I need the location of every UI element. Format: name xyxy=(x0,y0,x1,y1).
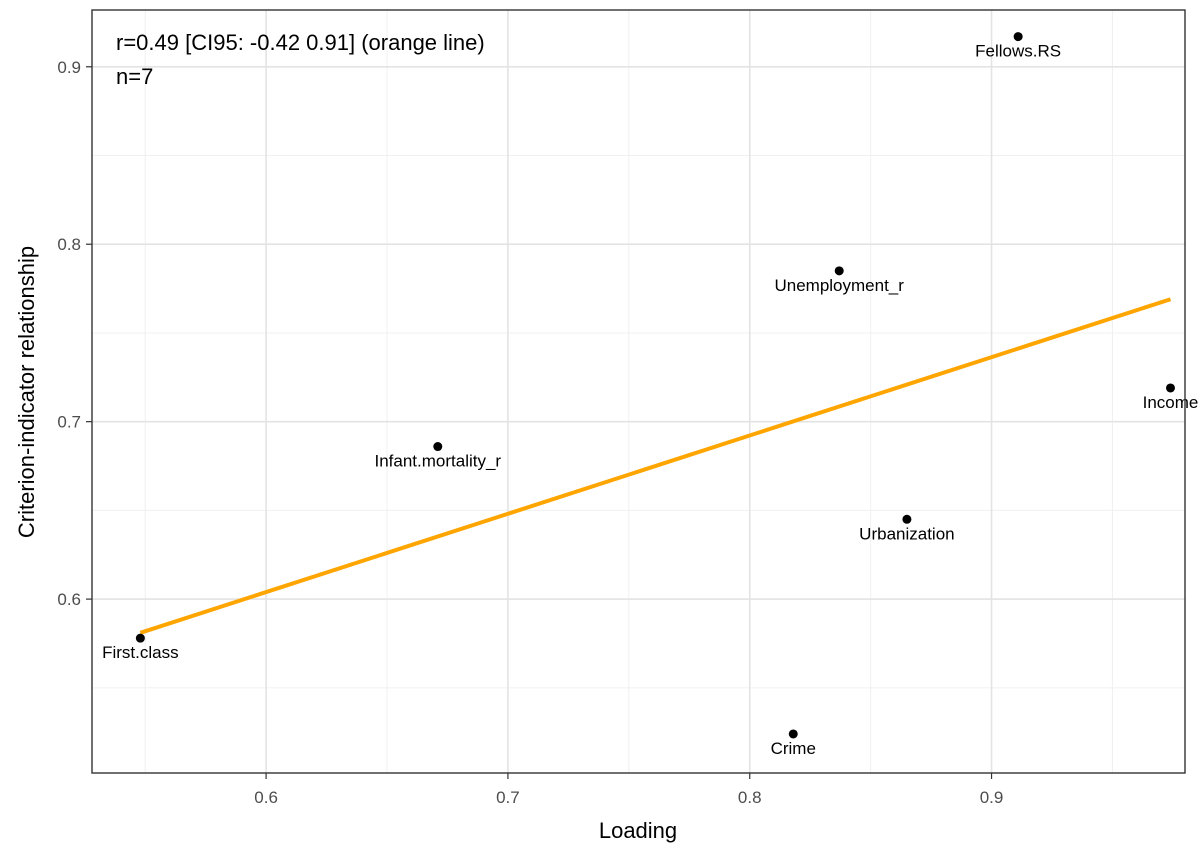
x-axis-title: Loading xyxy=(599,818,677,843)
minor-gridlines xyxy=(92,10,1185,773)
fit-line-layer xyxy=(139,297,1172,635)
data-point xyxy=(1013,32,1023,42)
y-axis-title: Criterion-indicator relationship xyxy=(14,246,39,538)
plot-panel xyxy=(92,10,1185,773)
y-axis-ticks: 0.6 0.7 0.8 0.9 xyxy=(57,58,92,609)
data-point xyxy=(902,514,912,524)
data-point xyxy=(834,266,844,276)
point-label: Urbanization xyxy=(859,524,954,543)
y-tick-label: 0.9 xyxy=(57,58,81,77)
points-layer: Fellows.RS Unemployment_r Income Infant.mor… xyxy=(102,32,1198,758)
y-tick-label: 0.7 xyxy=(57,413,81,432)
point-label: Unemployment_r xyxy=(774,276,904,295)
x-tick-label: 0.7 xyxy=(496,788,520,807)
point-label: Infant.mortality_r xyxy=(374,452,501,471)
data-point xyxy=(788,729,798,739)
plot-border xyxy=(91,9,1186,774)
point-label: First.class xyxy=(102,643,179,662)
point-label: Income xyxy=(1143,393,1199,412)
fit-line xyxy=(139,297,1172,635)
data-point xyxy=(433,442,443,452)
y-tick-label: 0.8 xyxy=(57,235,81,254)
annotation-n: n=7 xyxy=(116,64,153,89)
y-tick-label: 0.6 xyxy=(57,590,81,609)
x-tick-label: 0.8 xyxy=(738,788,762,807)
x-tick-label: 0.9 xyxy=(980,788,1004,807)
major-gridlines xyxy=(92,10,1185,773)
x-axis-ticks: 0.6 0.7 0.8 0.9 xyxy=(254,773,1003,807)
point-label: Crime xyxy=(771,739,816,758)
x-tick-label: 0.6 xyxy=(254,788,278,807)
annotation-correlation: r=0.49 [CI95: -0.42 0.91] (orange line) xyxy=(116,30,485,55)
data-point xyxy=(1165,383,1175,393)
data-point xyxy=(135,633,145,643)
point-label: Fellows.RS xyxy=(975,42,1061,61)
